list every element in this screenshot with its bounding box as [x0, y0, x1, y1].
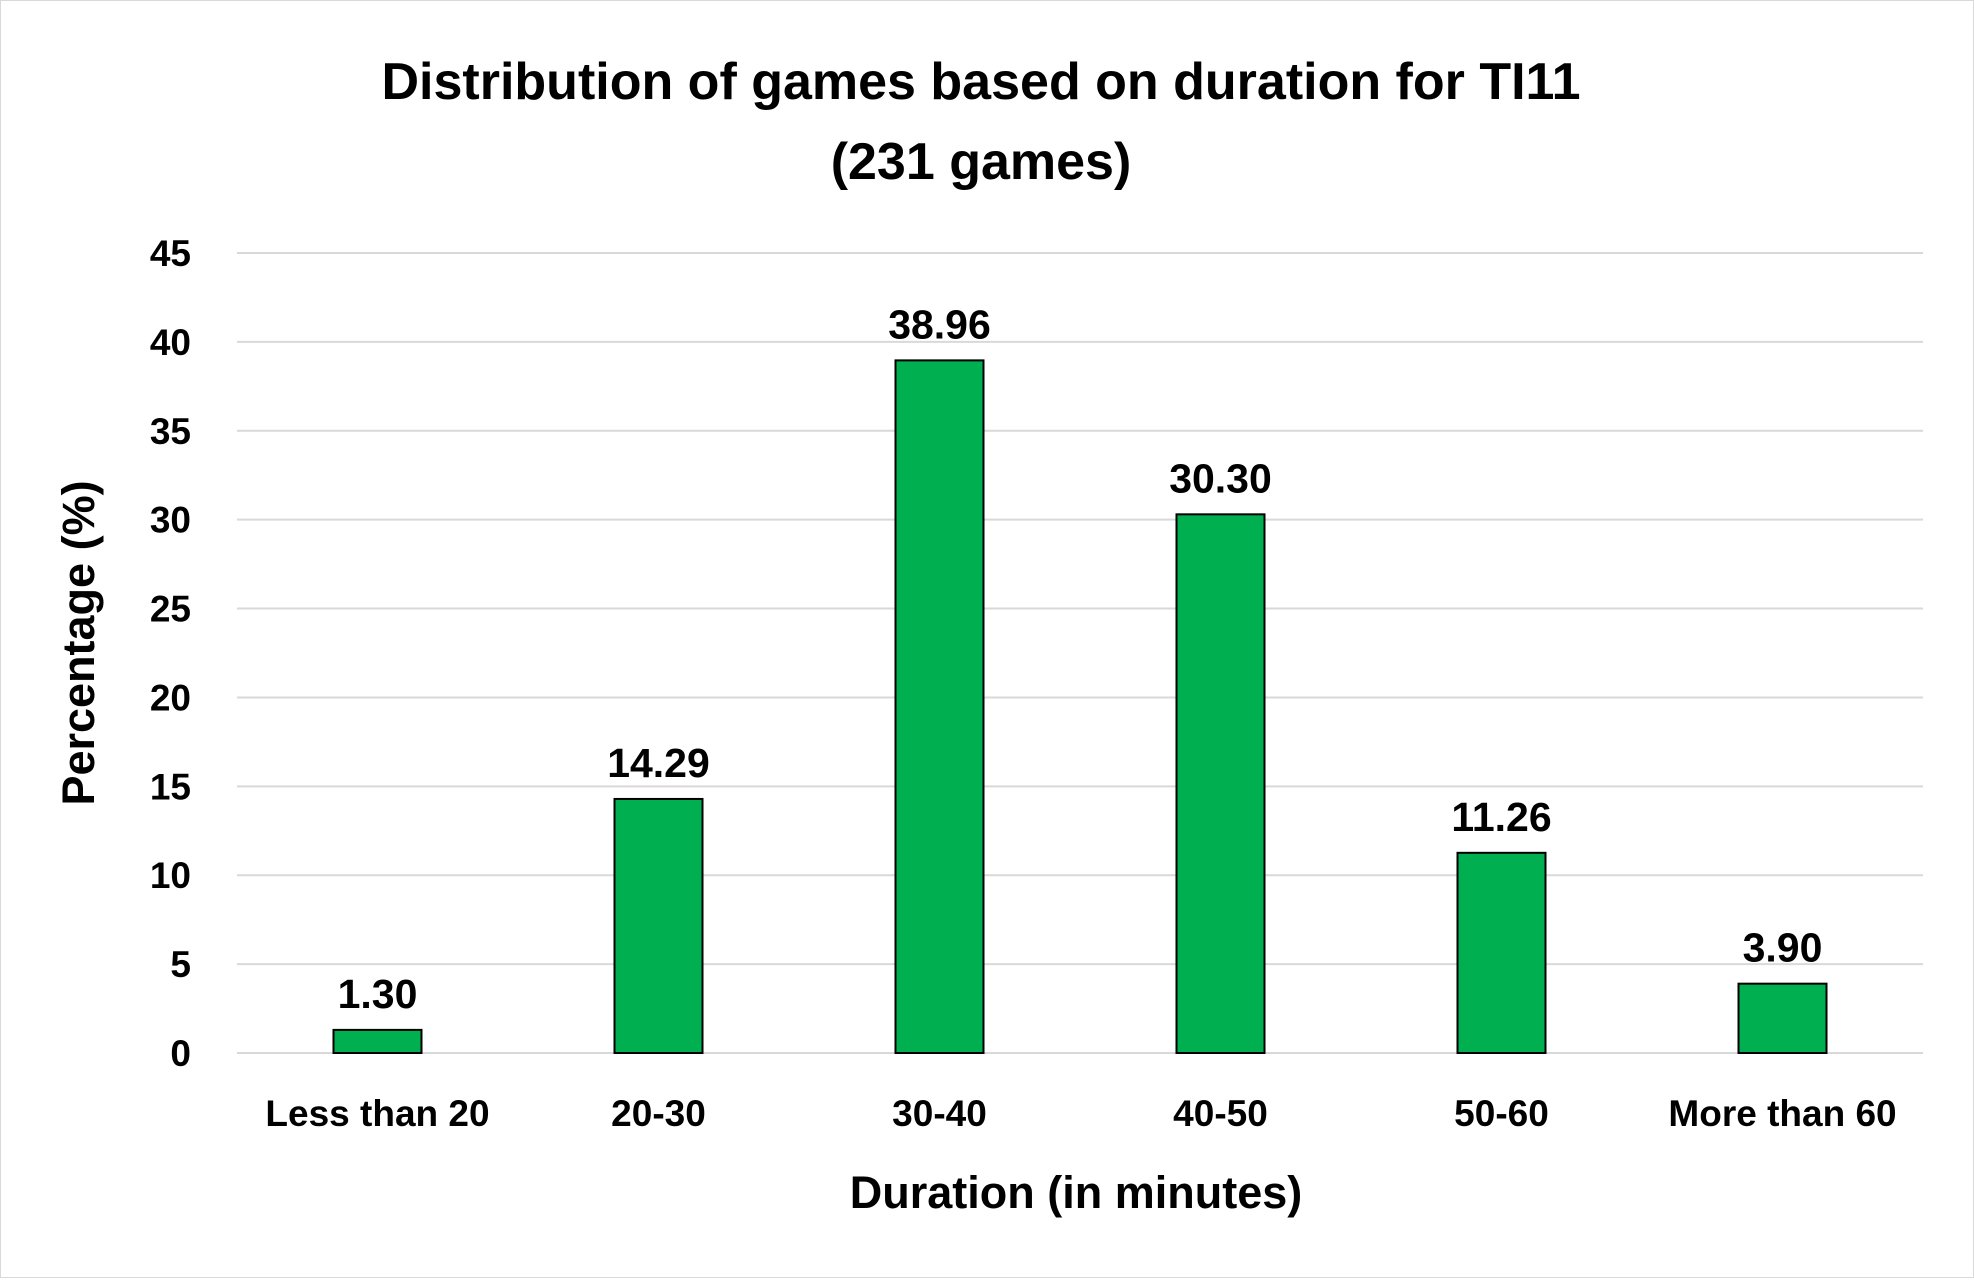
x-category-label: 20-30 [611, 1093, 706, 1134]
x-axis-title: Duration (in minutes) [850, 1167, 1302, 1218]
bar-3 [1175, 513, 1266, 1054]
y-axis-ticks: 0 5 10 15 20 25 30 35 40 45 [150, 233, 191, 1074]
y-tick-label: 30 [150, 500, 191, 541]
chart-title-line-2: (231 games) [831, 133, 1132, 191]
x-axis-categories: Less than 20 20-30 30-40 40-50 50-60 More tha… [265, 1093, 1896, 1134]
y-tick-label: 10 [150, 855, 191, 896]
y-tick-label: 5 [170, 944, 191, 985]
bar-5 [1737, 982, 1828, 1055]
bar-2 [894, 359, 985, 1054]
x-category-label: 50-60 [1454, 1093, 1549, 1134]
x-category-label: More than 60 [1668, 1093, 1896, 1134]
bar-0 [332, 1028, 423, 1055]
data-label: 14.29 [607, 740, 710, 786]
data-label: 38.96 [888, 301, 991, 347]
y-tick-label: 35 [150, 411, 191, 452]
x-category-label: Less than 20 [265, 1093, 489, 1134]
data-label: 30.30 [1169, 455, 1272, 501]
y-tick-label: 20 [150, 677, 191, 718]
bars [332, 359, 1828, 1055]
chart-title-line-1: Distribution of games based on duration … [382, 53, 1581, 111]
data-labels: 1.30 14.29 38.96 30.30 11.26 3.90 [338, 301, 1823, 1017]
data-label: 3.90 [1743, 925, 1823, 971]
y-tick-label: 45 [150, 233, 191, 274]
x-category-label: 30-40 [892, 1093, 987, 1134]
y-tick-label: 25 [150, 589, 191, 630]
x-category-label: 40-50 [1173, 1093, 1268, 1134]
data-label: 1.30 [338, 971, 418, 1017]
y-tick-label: 0 [170, 1033, 191, 1074]
data-label: 11.26 [1451, 794, 1551, 840]
y-axis-title: Percentage (%) [53, 480, 104, 805]
bar-1 [613, 797, 704, 1055]
gridlines [237, 252, 1923, 1054]
y-tick-label: 15 [150, 766, 191, 807]
bar-4 [1456, 851, 1547, 1054]
y-tick-label: 40 [150, 322, 191, 363]
